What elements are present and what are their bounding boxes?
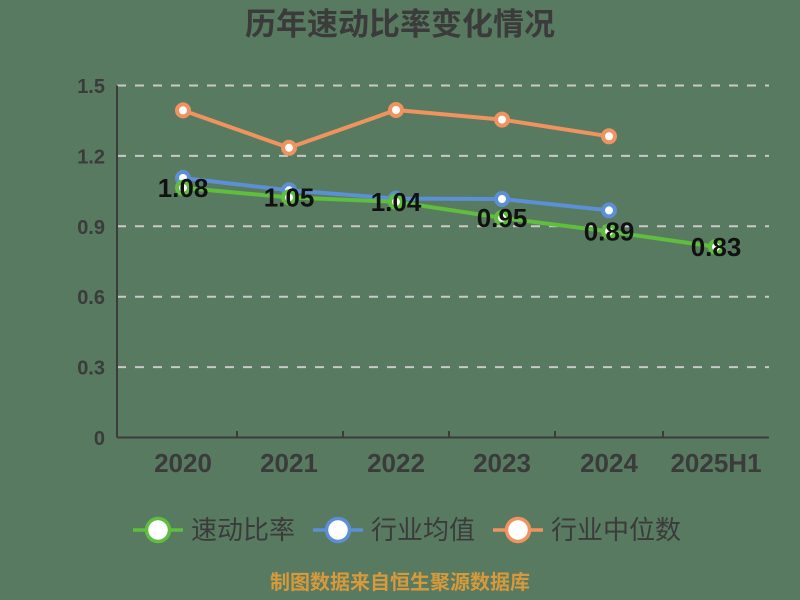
svg-text:行业中位数: 行业中位数 [551,510,681,547]
svg-text:0.89: 0.89 [584,217,635,247]
svg-text:0.83: 0.83 [691,232,742,262]
svg-text:0.9: 0.9 [77,217,105,239]
svg-text:0: 0 [94,428,105,450]
svg-text:2023: 2023 [473,448,531,478]
svg-text:1.2: 1.2 [77,146,105,168]
svg-text:1.04: 1.04 [371,187,422,217]
svg-text:2025H1: 2025H1 [670,448,761,478]
svg-text:2020: 2020 [154,448,212,478]
svg-text:1.05: 1.05 [264,183,315,213]
svg-text:0.95: 0.95 [477,203,528,233]
svg-text:行业均值: 行业均值 [371,510,475,547]
svg-text:0.6: 0.6 [77,287,105,309]
svg-text:速动比率: 速动比率 [191,510,295,547]
svg-text:1.5: 1.5 [77,76,105,98]
svg-text:2021: 2021 [260,448,318,478]
svg-text:1.08: 1.08 [158,173,209,203]
svg-text:2022: 2022 [367,448,425,478]
svg-text:2024: 2024 [580,448,638,478]
svg-text:0.3: 0.3 [77,358,105,380]
